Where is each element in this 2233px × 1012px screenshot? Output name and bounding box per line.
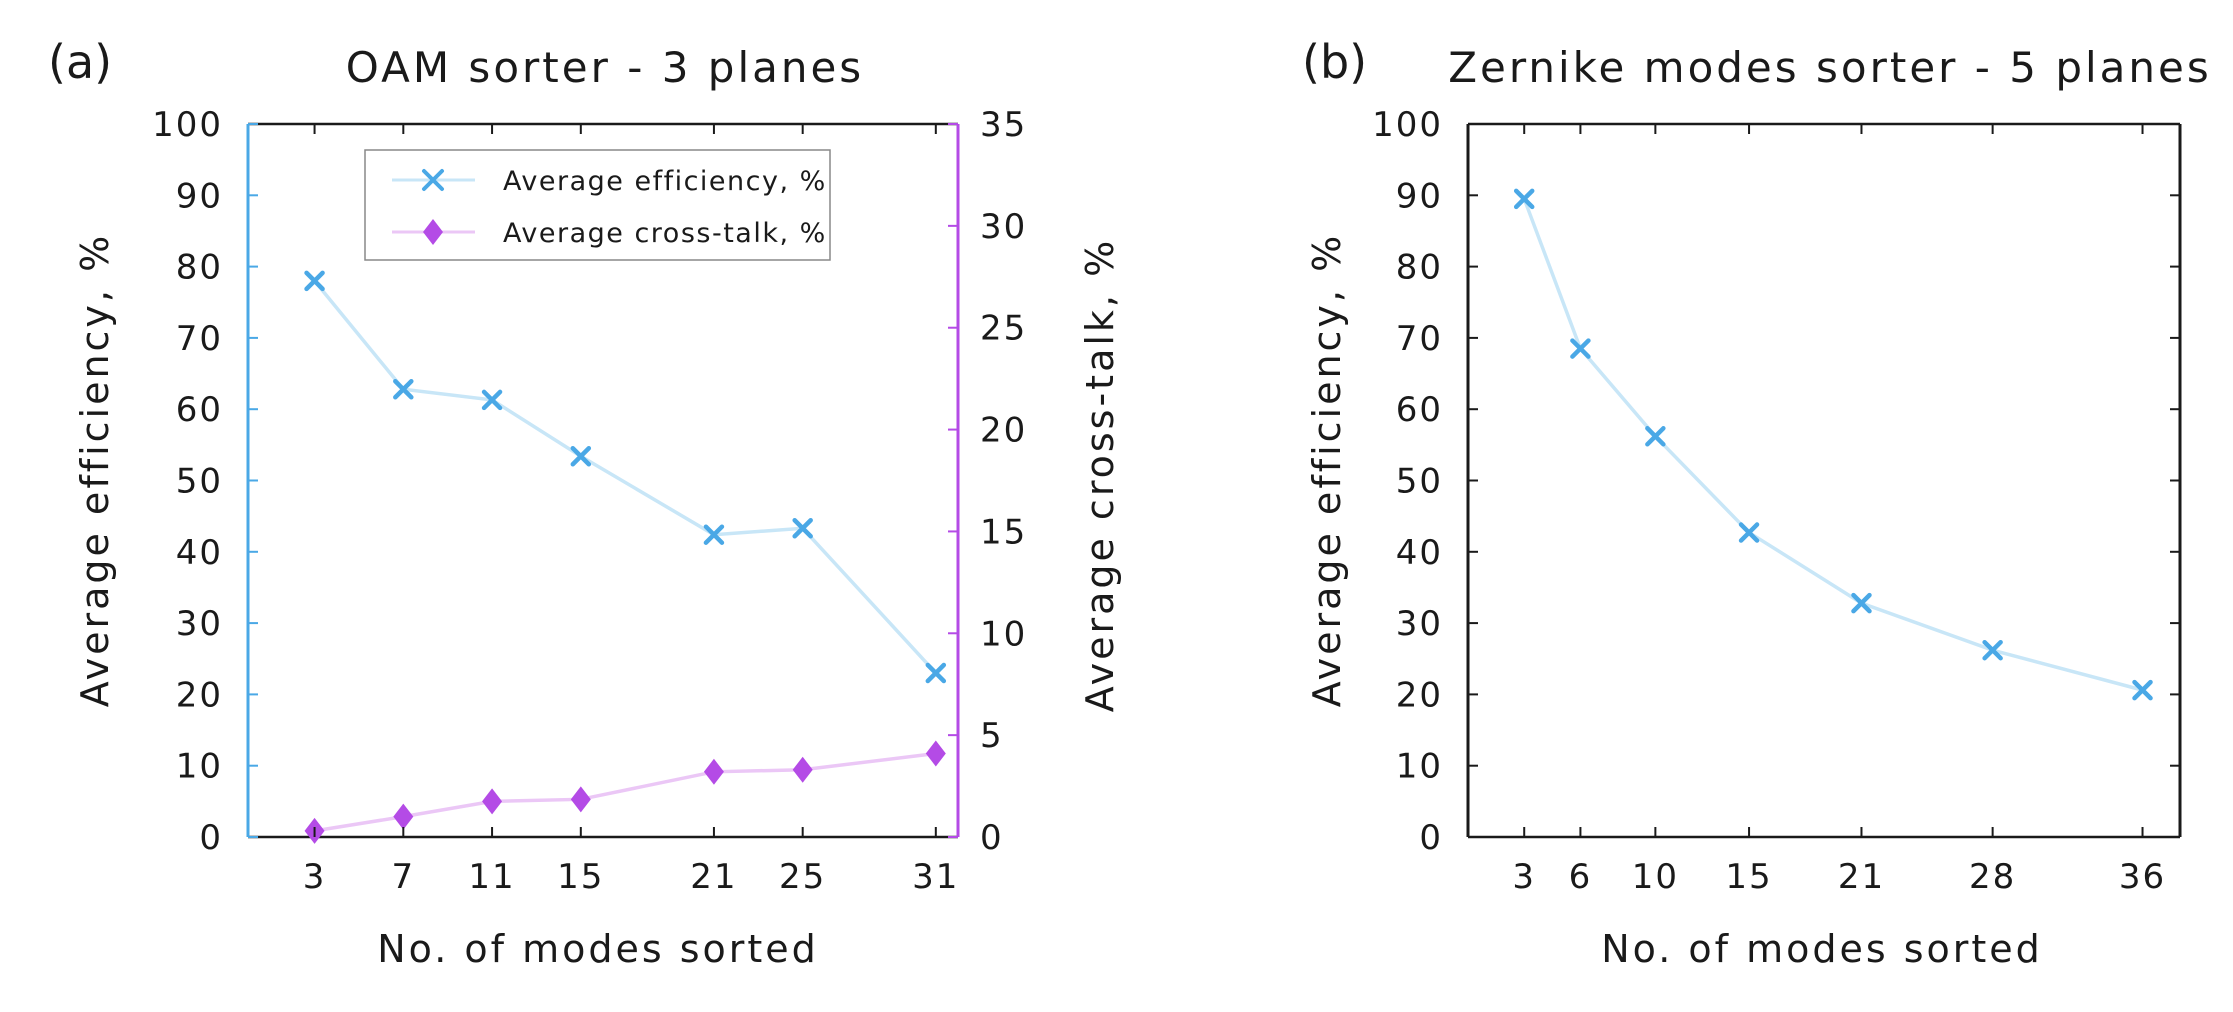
x-tick-label: 21 [1838,857,1885,897]
efficiency-point [1645,426,1666,447]
panel-a-y-axis-title: Average efficiency, % [73,233,117,707]
efficiency-point [2132,679,2153,701]
panel-b-lines [1522,198,2143,692]
panel-a-marks [304,270,947,844]
legend-box [364,149,831,261]
efficiency-point [570,446,592,467]
x-tick-label: 10 [1632,857,1679,897]
efficiency-point [1570,338,1591,359]
y-tick-label: 90 [176,176,223,216]
y-tick-label: 60 [1396,390,1443,430]
y-tick-label: 80 [176,248,223,288]
legend-crosstalk-marker [423,219,443,245]
legend: Average efficiency, % Average cross-talk… [364,149,831,261]
x-tick-label: 25 [779,857,826,897]
efficiency-point [1513,188,1535,210]
legend-efficiency-label: Average efficiency, % [503,166,827,197]
y-tick-label: 90 [1396,176,1443,216]
efficiency-point [703,524,725,545]
panel-b-frame [1466,122,2182,839]
chart-panel-a: (a) OAM sorter - 3 planes Average effici… [48,35,1122,971]
y-tick-label: 20 [176,675,223,715]
crosstalk-point [393,803,414,830]
y-tick-label: 80 [1396,248,1443,288]
panel-a-ticks: 0 10 20 30 40 50 60 70 80 90 100 0 5 10 15 20 25 30 35 3 7 11… [152,105,1027,897]
y-tick-label: 30 [176,604,223,644]
y-tick-label: 100 [1372,105,1443,145]
y-tick-label: 100 [152,105,223,145]
panel-b-y-axis-title: Average efficiency, % [1305,233,1349,707]
x-tick-label: 21 [690,857,737,897]
x-tick-label: 28 [1969,857,2016,897]
crosstalk-point [925,740,946,767]
crosstalk-point [570,786,591,813]
chart-panel-b: (b) Zernike modes sorter - 5 planes Aver… [1302,35,2212,971]
y-tick-label: 0 [1419,818,1443,858]
y2-tick-label: 10 [980,614,1027,654]
panel-a-y2-axis-title: Average cross-talk, % [1078,238,1122,712]
legend-crosstalk-label: Average cross-talk, % [503,218,827,249]
y-tick-label: 10 [1396,747,1443,787]
legend-efficiency-marker [422,169,444,191]
x-tick-label: 7 [391,857,415,897]
efficiency-point [393,378,414,400]
efficiency-point [792,518,813,539]
x-tick-label: 15 [1725,857,1772,897]
y-tick-label: 70 [176,319,223,359]
x-tick-label: 6 [1569,857,1593,897]
y-tick-label: 40 [176,533,223,573]
series-line-efficiency [1522,198,2143,692]
x-tick-label: 3 [303,857,327,897]
y2-tick-label: 30 [980,207,1027,247]
efficiency-point [1851,592,1872,614]
crosstalk-point [703,758,724,785]
y-tick-label: 40 [1396,533,1443,573]
panel-a-x-axis-title: No. of modes sorted [377,927,819,971]
panel-b-ticks: 0 10 20 30 40 50 60 70 80 90 100 3 6 10 15 21 28 36 [1372,105,2180,897]
x-tick-label: 11 [468,857,515,897]
x-tick-label: 3 [1512,857,1536,897]
y-tick-label: 30 [1396,604,1443,644]
panel-a-lines [313,279,938,833]
x-tick-label: 15 [557,857,604,897]
y2-tick-label: 25 [980,309,1027,349]
y-tick-label: 50 [1396,462,1443,502]
efficiency-point [481,389,503,411]
y-tick-label: 10 [176,747,223,787]
panel-b-marks [1513,188,2153,701]
x-tick-label: 36 [2119,857,2166,897]
x-tick-label: 31 [912,857,959,897]
crosstalk-point [482,788,503,815]
y-tick-label: 70 [1396,319,1443,359]
series-line-efficiency [313,279,938,675]
y2-tick-label: 0 [980,818,1004,858]
y-tick-label: 50 [176,462,223,502]
y2-tick-label: 35 [980,105,1027,145]
efficiency-point [1738,522,1760,543]
y2-tick-label: 20 [980,411,1027,451]
efficiency-point [1982,639,2003,661]
panel-b-x-axis-title: No. of modes sorted [1601,927,2043,971]
y-tick-label: 0 [199,818,223,858]
panel-b-label: (b) [1302,35,1367,89]
y2-tick-label: 15 [980,512,1027,552]
y-tick-label: 20 [1396,675,1443,715]
crosstalk-point [792,756,813,783]
panel-a-title: OAM sorter - 3 planes [346,43,864,92]
panel-b-title: Zernike modes sorter - 5 planes [1448,43,2212,92]
y2-tick-label: 5 [980,716,1004,756]
panel-a-label: (a) [48,35,112,89]
efficiency-point [304,270,325,292]
efficiency-point [925,662,947,684]
y-tick-label: 60 [176,390,223,430]
